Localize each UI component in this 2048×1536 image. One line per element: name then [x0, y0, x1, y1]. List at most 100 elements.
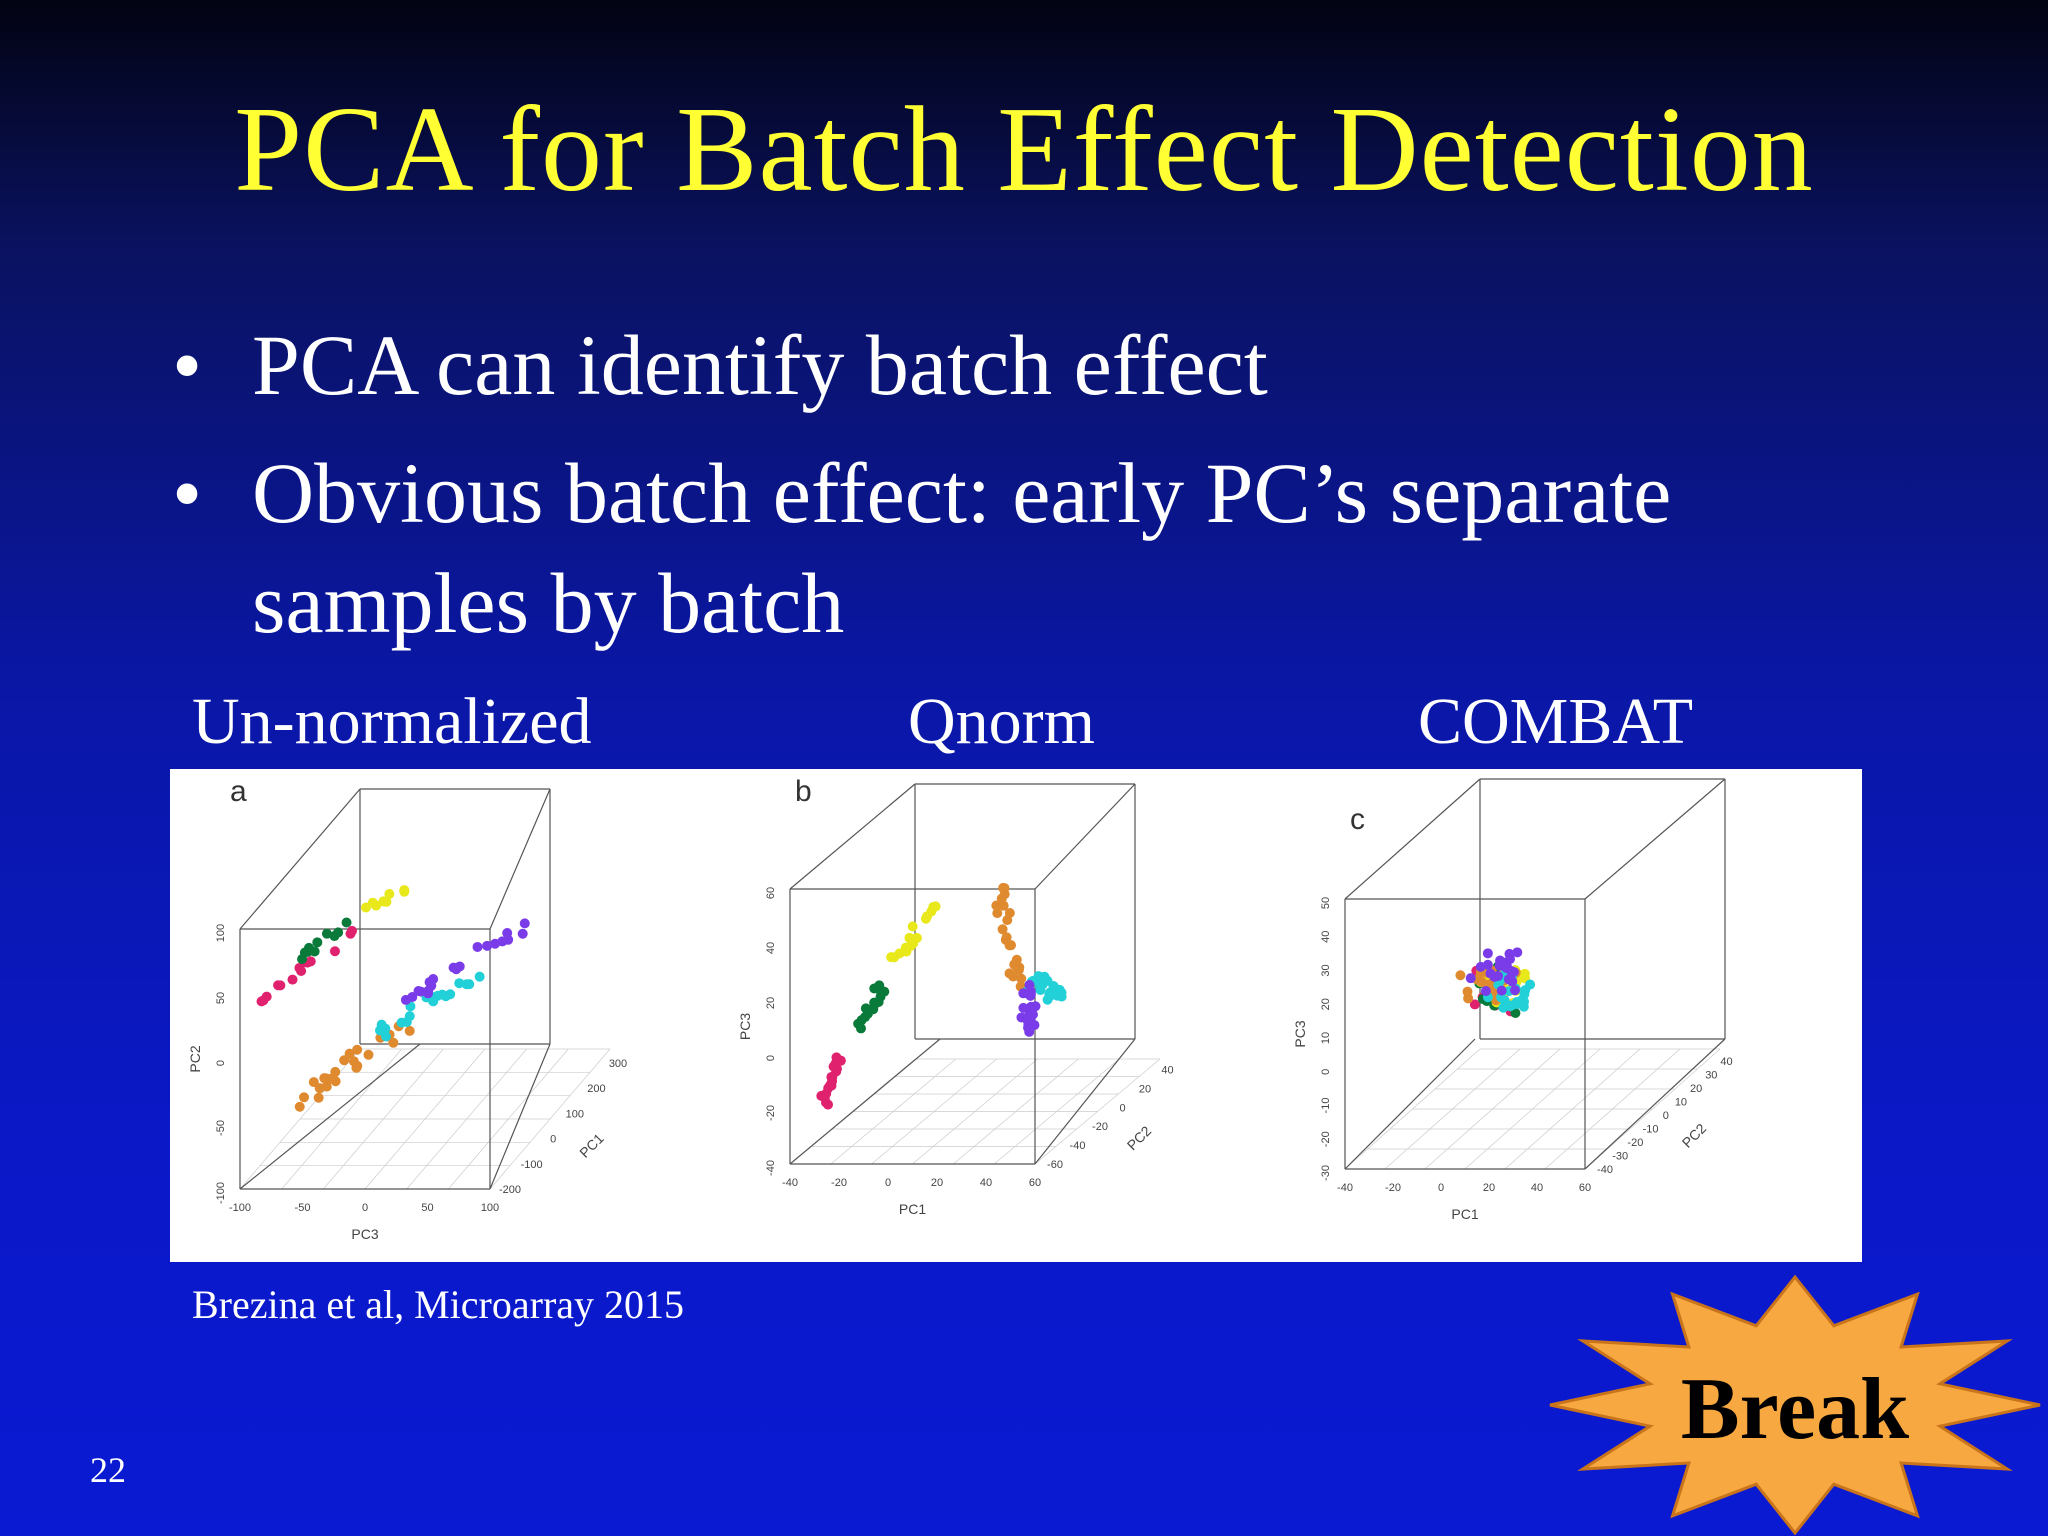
box-edge — [239, 1043, 421, 1190]
data-point — [351, 1062, 362, 1073]
data-point — [363, 1049, 374, 1060]
y-tick-label: 20 — [1320, 998, 1332, 1010]
z-tick-label: 100 — [566, 1108, 584, 1120]
data-point — [454, 978, 465, 989]
z-tick-label: -30 — [1612, 1151, 1628, 1163]
box-edge — [1584, 1038, 1726, 1170]
data-point — [256, 996, 267, 1007]
data-point — [502, 928, 513, 939]
data-point — [1048, 981, 1059, 992]
y-tick-label: 40 — [1320, 931, 1332, 943]
x-axis-title: PC3 — [351, 1226, 378, 1242]
y-tick-label: -40 — [765, 1160, 777, 1176]
data-point — [472, 941, 483, 952]
z-axis-title: PC2 — [1124, 1123, 1155, 1154]
data-point — [297, 954, 308, 965]
y-tick-label: 40 — [765, 942, 777, 954]
data-point — [517, 928, 528, 939]
z-tick-label: 0 — [1119, 1102, 1125, 1114]
data-point — [901, 946, 912, 957]
x-tick-label: 40 — [1531, 1182, 1543, 1194]
x-tick-label: -50 — [295, 1202, 311, 1214]
y-tick-label: 50 — [215, 992, 227, 1004]
data-point — [313, 1092, 324, 1103]
data-point — [329, 946, 340, 957]
z-tick-label: -40 — [1597, 1164, 1613, 1176]
y-tick-label: -50 — [215, 1120, 227, 1136]
data-point — [1027, 1009, 1038, 1020]
floor-grid-line — [1584, 1048, 1721, 1170]
data-point — [287, 974, 298, 985]
y-tick-label: 0 — [215, 1060, 227, 1066]
data-point — [347, 925, 358, 936]
z-tick-label: -60 — [1047, 1159, 1063, 1171]
data-point — [1489, 971, 1500, 982]
z-tick-label: 40 — [1161, 1065, 1173, 1077]
data-point — [999, 883, 1010, 894]
data-point — [930, 901, 941, 912]
bullet-marker: • — [172, 317, 203, 413]
pca-plots-svg: a-100 -50 0 50 100-100-50050100-200-10001002… — [187, 775, 1733, 1242]
data-point — [308, 1077, 319, 1088]
data-point — [461, 979, 472, 990]
x-tick-label: 0 — [1438, 1182, 1444, 1194]
bullet-marker: • — [172, 445, 203, 541]
data-point — [1036, 979, 1047, 990]
data-point — [404, 1025, 415, 1036]
z-axis-title: PC2 — [1679, 1120, 1710, 1151]
x-tick-label: -40 — [782, 1177, 798, 1189]
data-point — [1520, 985, 1531, 996]
box-edge — [489, 788, 551, 930]
slide-title: PCA for Batch Effect Detection — [234, 82, 1814, 217]
data-point — [275, 980, 286, 991]
floor-grid-line — [489, 1048, 611, 1190]
y-tick-label: 0 — [1320, 1069, 1332, 1075]
data-point — [1056, 991, 1067, 1002]
break-star-icon[interactable] — [1545, 1275, 2045, 1535]
data-point — [1509, 985, 1520, 996]
data-point — [1496, 956, 1507, 967]
data-point — [1469, 999, 1480, 1010]
data-point — [1023, 1022, 1034, 1033]
z-tick-label: -20 — [1092, 1121, 1108, 1133]
panel-letter: c — [1350, 803, 1365, 836]
box-edge — [239, 788, 361, 930]
z-tick-label: 30 — [1705, 1070, 1717, 1082]
data-point — [1482, 948, 1493, 959]
data-point — [1009, 959, 1020, 970]
data-point — [1519, 996, 1530, 1007]
z-tick-label: 300 — [609, 1058, 627, 1070]
pca-figure: a -100 -50 0 50 100 -100 -50 0 50 100 -200 -100 0 100 2… — [170, 769, 1862, 1262]
y-tick-label: -100 — [215, 1182, 227, 1204]
y-tick-label: 20 — [765, 997, 777, 1009]
x-tick-label: 0 — [885, 1177, 891, 1189]
data-point — [860, 1003, 871, 1014]
bullet-text: Obvious batch effect: early PC’s separat… — [252, 445, 1672, 651]
data-point — [312, 937, 323, 948]
box-edge — [1344, 778, 1481, 900]
data-point — [823, 1083, 834, 1094]
box-edge — [789, 1038, 941, 1165]
data-point — [352, 1044, 363, 1055]
x-tick-label: -20 — [1385, 1182, 1401, 1194]
z-tick-label: 0 — [550, 1134, 556, 1146]
data-point — [388, 1037, 399, 1048]
x-tick-label: 20 — [1483, 1182, 1495, 1194]
data-point — [376, 1019, 387, 1030]
data-point — [1480, 986, 1491, 997]
break-button-label: Break — [1680, 1361, 1910, 1458]
data-point — [341, 917, 352, 928]
data-point — [869, 997, 880, 1008]
y-tick-label: 50 — [1320, 897, 1332, 909]
z-tick-label: 20 — [1690, 1083, 1702, 1095]
z-tick-label: -200 — [499, 1184, 521, 1196]
floor-grid-line — [1034, 1058, 1161, 1165]
y-tick-label: 10 — [1320, 1032, 1332, 1044]
data-point — [1004, 940, 1015, 951]
data-point — [1455, 970, 1466, 981]
y-axis-title: PC3 — [737, 1013, 753, 1040]
data-point — [426, 980, 437, 991]
data-point — [400, 994, 411, 1005]
data-point — [907, 921, 918, 932]
z-tick-label: -40 — [1070, 1140, 1086, 1152]
